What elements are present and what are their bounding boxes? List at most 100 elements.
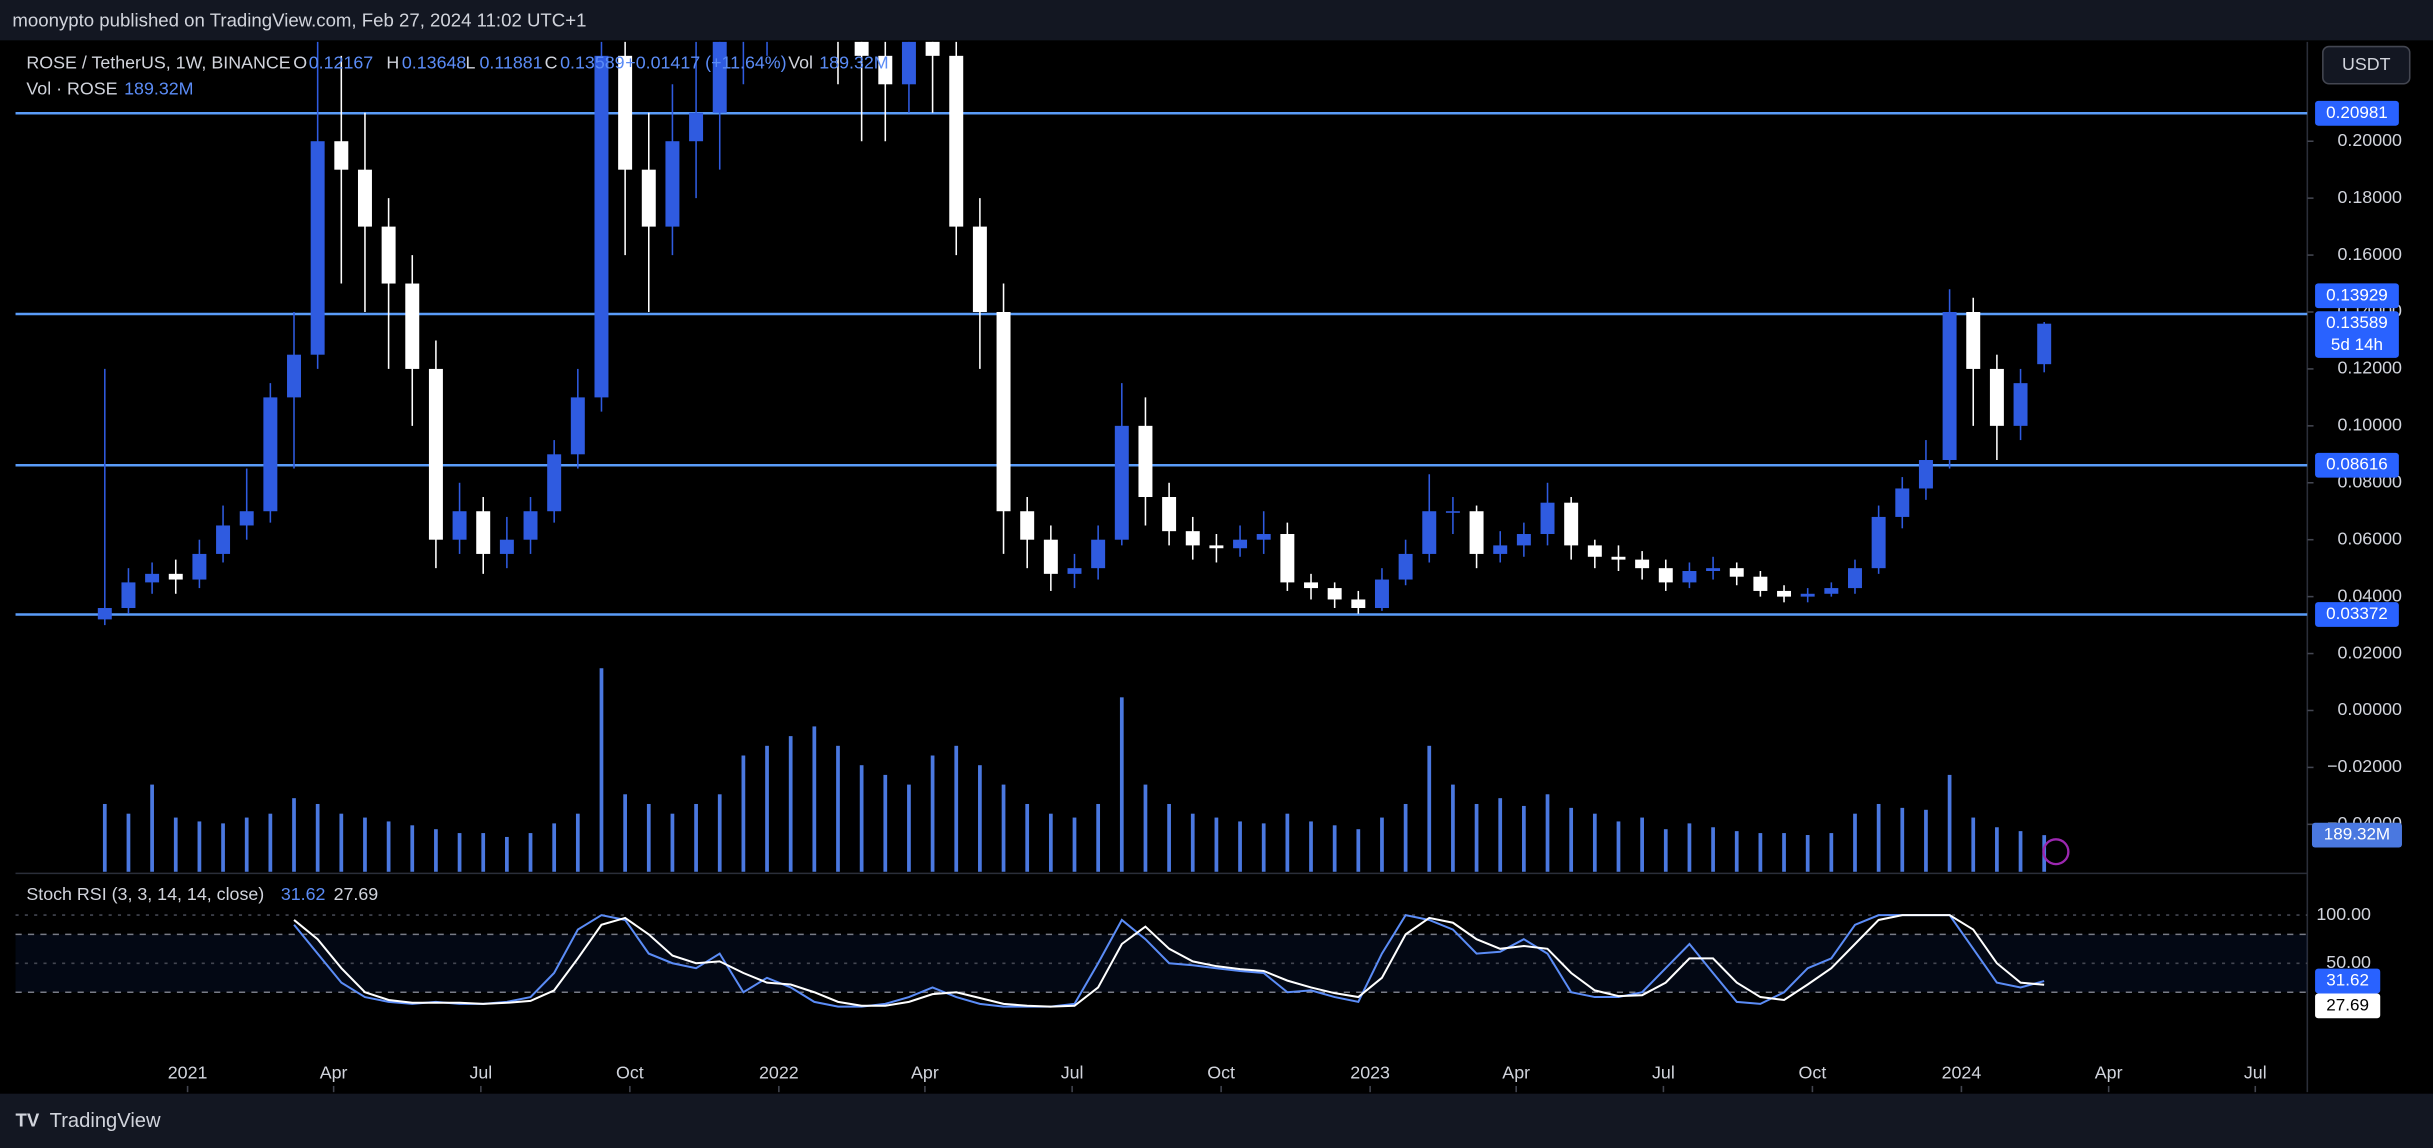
h-label: H (386, 52, 399, 72)
volume-bar (1971, 817, 1976, 872)
volume-bar (1285, 813, 1290, 872)
volume-bar (1403, 803, 1408, 872)
x-tick-label: Oct (1799, 1062, 1827, 1082)
candle-body (1848, 568, 1862, 589)
volume-bar (717, 794, 722, 872)
volume-bar (623, 794, 627, 872)
volume-bar (1025, 803, 1030, 872)
x-tick-label: Jul (469, 1062, 492, 1082)
volume-bar (1734, 831, 1739, 872)
candle-body (570, 397, 585, 455)
volume-bar (173, 817, 178, 872)
volume-bar (315, 803, 320, 872)
change: +0.01417 (+11.64%) (625, 52, 786, 72)
volume-bar (1924, 809, 1928, 872)
candle-body (901, 41, 916, 85)
candle-body (1091, 539, 1106, 569)
candle-body (2013, 383, 2028, 426)
candle-body (1989, 368, 2004, 426)
volume-bar (1829, 833, 1834, 872)
candle-body (452, 511, 467, 540)
candle-body (1587, 545, 1602, 557)
volume-bar (1356, 829, 1361, 872)
volume-bar (102, 803, 107, 872)
candle-body (1966, 311, 1981, 369)
published: moonypto published on TradingView.com, F… (12, 10, 586, 31)
candle-body (1067, 568, 1082, 574)
stoch-tick-label: 50.00 (2326, 952, 2371, 972)
volume-bar (221, 823, 225, 872)
volume-bar (836, 745, 840, 872)
candle-body (1777, 590, 1792, 597)
volume-bar (1640, 817, 1644, 872)
y-tick-label: 0.06000 (2338, 528, 2403, 548)
volume-bar (1592, 813, 1597, 872)
y-tick-label: 0.00000 (2338, 699, 2403, 719)
y-tick-label: −0.02000 (2327, 756, 2402, 776)
volume-bar (1711, 827, 1715, 872)
brand-logo: TV (16, 1110, 40, 1131)
price-tag (2315, 311, 2399, 358)
candle-body (1895, 488, 1910, 517)
candle-body (1824, 588, 1839, 594)
volume-bar (1332, 825, 1337, 872)
candle-body (168, 573, 183, 580)
volume-bar (1167, 803, 1171, 872)
candle-body (381, 226, 396, 284)
volume-bar (410, 825, 415, 872)
stoch-tick-label: 100.00 (2316, 904, 2371, 924)
volume-bar (670, 813, 675, 872)
c-value: 0.13589 (560, 52, 625, 72)
candle-body (523, 511, 538, 540)
volume-bar (954, 745, 959, 872)
volume-bar (1238, 821, 1242, 872)
price-tag-label: 0.13589 (2326, 313, 2388, 332)
alert-icon[interactable] (2042, 838, 2070, 866)
volume-bar (457, 833, 462, 872)
candle-body (357, 169, 372, 227)
candle-body (878, 55, 893, 85)
candle-body (334, 141, 349, 170)
y-tick-label: 0.18000 (2338, 187, 2403, 207)
volume-bar (1758, 833, 1763, 872)
candle-body (476, 511, 491, 554)
x-tick-label: 2024 (1942, 1062, 1982, 1082)
candle-body (121, 582, 136, 609)
candle-body (1469, 511, 1484, 554)
o-label: O (293, 52, 307, 72)
candle-body (97, 608, 112, 620)
volume-bar (1569, 807, 1574, 872)
volume-bar (1616, 821, 1621, 872)
volume-bar (363, 817, 367, 872)
price-pane (15, 41, 2308, 872)
volume-bar (1072, 817, 1077, 872)
volume-bar (1853, 813, 1857, 872)
y-tick-label: 0.20000 (2338, 130, 2403, 150)
x-tick-label: Apr (1502, 1062, 1530, 1082)
stoch-k-value: 31.62 (281, 884, 326, 904)
currency-button[interactable] (2322, 45, 2411, 85)
x-tick-label: 2021 (168, 1062, 208, 1082)
candle-body (405, 283, 420, 369)
volume-bar (883, 774, 888, 872)
y-tick-label: 0.16000 (2338, 244, 2403, 264)
candle-body (1138, 425, 1153, 498)
stoch-line (293, 914, 2045, 1008)
currency-button-text[interactable]: USDT (2342, 54, 2391, 74)
level-tag (2315, 452, 2399, 478)
candle-body (1114, 425, 1129, 540)
candle-body (1304, 582, 1318, 589)
countdown: 5d 14h (2331, 335, 2383, 354)
candle-body (1918, 460, 1933, 489)
volume-bar (2018, 831, 2023, 872)
volume-bar (1451, 784, 1455, 872)
symbol: ROSE / TetherUS, 1W, BINANCE (26, 52, 290, 72)
level-tag-label: 0.03372 (2326, 604, 2388, 623)
candle-body (1209, 545, 1224, 549)
candle-body (1635, 559, 1650, 569)
x-tick-label: 2023 (1350, 1062, 1390, 1082)
vol-label: Vol (788, 52, 813, 72)
volume-bar (930, 755, 935, 872)
